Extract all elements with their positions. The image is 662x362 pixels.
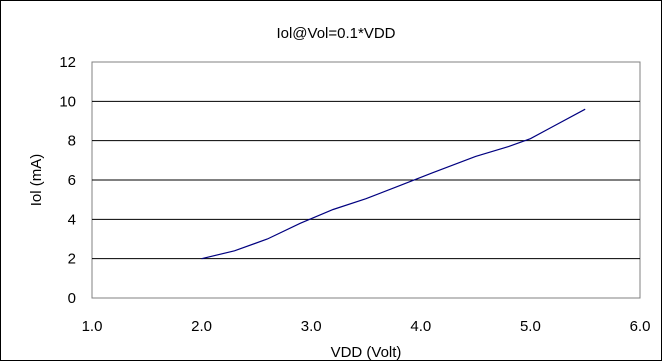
- y-tick-label: 6: [68, 172, 76, 189]
- y-tick-label: 8: [68, 133, 76, 150]
- x-tick-label: 4.0: [410, 318, 431, 335]
- series-group: [201, 108, 586, 260]
- y-tick-label: 12: [59, 54, 76, 71]
- y-tick-label: 0: [68, 290, 76, 307]
- x-tick-label: 3.0: [301, 318, 322, 335]
- gridlines: [92, 100, 640, 260]
- y-tick-label: 4: [68, 211, 76, 228]
- y-tick-label: 10: [59, 93, 76, 110]
- y-tick-labels: 0 2 4 6 8 10 12: [59, 54, 76, 307]
- series-line-0: [201, 108, 586, 260]
- x-tick-label: 6.0: [630, 318, 651, 335]
- chart-title: Iol@Vol=0.1*VDD: [276, 25, 395, 42]
- y-tick-label: 2: [68, 251, 76, 268]
- x-tick-labels: 1.0 2.0 3.0 4.0 5.0 6.0: [82, 318, 651, 335]
- x-tick-label: 1.0: [82, 318, 103, 335]
- x-tick-label: 2.0: [191, 318, 212, 335]
- x-tick-label: 5.0: [520, 318, 541, 335]
- x-axis-label: VDD (Volt): [331, 344, 402, 361]
- y-axis-label: Iol (mA): [28, 154, 45, 207]
